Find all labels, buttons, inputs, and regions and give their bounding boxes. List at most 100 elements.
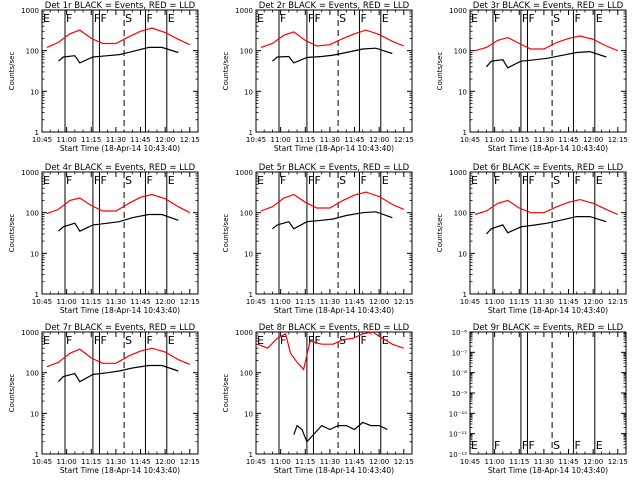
x-tick-label: 10:45 bbox=[246, 298, 266, 306]
x-tick-label: 11:45 bbox=[130, 298, 150, 306]
y-tick-label: 100 bbox=[454, 48, 467, 56]
marker-label-5: F bbox=[574, 12, 580, 25]
y-axis-label: Counts/sec bbox=[8, 52, 16, 91]
x-tick-label: 10:45 bbox=[32, 458, 52, 466]
y-tick-label: 10 bbox=[30, 88, 39, 96]
x-tick-label: 10:45 bbox=[460, 136, 480, 144]
y-axis-label: Counts/sec bbox=[222, 52, 230, 91]
marker-label-6: E bbox=[382, 12, 389, 25]
x-tick-label: 11:45 bbox=[130, 136, 150, 144]
marker-label-3: F bbox=[528, 12, 534, 25]
y-tick-label: 1000 bbox=[449, 169, 467, 177]
x-tick-label: 11:00 bbox=[271, 298, 291, 306]
y-tick-label: 1000 bbox=[235, 329, 253, 337]
y-tick-label: 100 bbox=[26, 48, 39, 56]
x-axis-label: Start Time (18-Apr-14 10:43:40) bbox=[488, 466, 608, 475]
marker-label-4: S bbox=[125, 334, 132, 347]
marker-label-1: F bbox=[66, 174, 72, 187]
marker-label-2: F bbox=[94, 334, 100, 347]
y-tick-label: 1000 bbox=[235, 7, 253, 15]
marker-label-2: F bbox=[522, 174, 528, 187]
marker-label-3: F bbox=[314, 174, 320, 187]
x-tick-label: 11:30 bbox=[320, 298, 340, 306]
y-tick-label: 10 bbox=[244, 250, 253, 258]
chart-panel-9r: Det 9r BLACK = Events, RED = LLD 10⁻¹² 10⁻… bbox=[449, 323, 628, 475]
marker-label-6: E bbox=[168, 12, 175, 25]
x-tick-label: 12:15 bbox=[394, 458, 414, 466]
x-tick-label: 11:45 bbox=[558, 136, 578, 144]
chart-panel-5r: Det 5r BLACK = Events, RED = LLD 1 10 100 10… bbox=[222, 163, 414, 315]
y-tick-label: 100 bbox=[240, 48, 253, 56]
y-tick-label: 10⁻⁶ bbox=[452, 329, 468, 337]
marker-label-1: F bbox=[280, 174, 286, 187]
x-tick-label: 11:00 bbox=[271, 136, 291, 144]
y-tick-label: 1000 bbox=[235, 169, 253, 177]
x-tick-label: 11:30 bbox=[534, 298, 554, 306]
x-tick-label: 11:15 bbox=[295, 136, 315, 144]
y-axis-label: Counts/sec bbox=[8, 214, 16, 253]
y-tick-label: 10 bbox=[30, 410, 39, 418]
x-tick-label: 12:15 bbox=[608, 298, 628, 306]
marker-label-0: E bbox=[257, 334, 264, 347]
chart-panel-4r: Det 4r BLACK = Events, RED = LLD 1 10 100 10… bbox=[8, 163, 200, 315]
x-tick-label: 12:15 bbox=[608, 136, 628, 144]
x-tick-label: 11:45 bbox=[558, 458, 578, 466]
chart-panel-2r: Det 2r BLACK = Events, RED = LLD 1 10 100 10… bbox=[222, 1, 414, 153]
x-tick-label: 11:30 bbox=[106, 298, 126, 306]
x-tick-label: 11:15 bbox=[509, 136, 529, 144]
chart-panel-6r: Det 6r BLACK = Events, RED = LLD 1 10 100 10… bbox=[436, 163, 628, 315]
y-tick-label: 1 bbox=[35, 129, 39, 137]
x-tick-label: 12:15 bbox=[608, 458, 628, 466]
marker-label-4: S bbox=[553, 12, 560, 25]
y-tick-label: 100 bbox=[240, 210, 253, 218]
y-tick-label: 10 bbox=[458, 250, 467, 258]
chart-title: Det 4r BLACK = Events, RED = LLD bbox=[45, 163, 196, 173]
y-tick-label: 100 bbox=[26, 210, 39, 218]
marker-label-1: F bbox=[494, 174, 500, 187]
x-axis-label: Start Time (18-Apr-14 10:43:40) bbox=[60, 144, 180, 153]
y-tick-label: 10⁻¹² bbox=[449, 451, 467, 459]
chart-title: Det 5r BLACK = Events, RED = LLD bbox=[259, 163, 410, 173]
lld-series-line bbox=[46, 193, 191, 215]
marker-label-0: E bbox=[257, 174, 264, 187]
y-tick-label: 1000 bbox=[21, 329, 39, 337]
x-tick-label: 10:45 bbox=[32, 136, 52, 144]
marker-label-4: S bbox=[339, 334, 346, 347]
marker-label-1: F bbox=[280, 334, 286, 347]
events-series-line bbox=[272, 47, 393, 64]
x-tick-label: 11:15 bbox=[81, 458, 101, 466]
x-tick-label: 11:00 bbox=[57, 458, 77, 466]
x-tick-label: 11:45 bbox=[344, 136, 364, 144]
y-tick-label: 1000 bbox=[449, 7, 467, 15]
events-series-line bbox=[485, 216, 607, 235]
chart-title: Det 7r BLACK = Events, RED = LLD bbox=[45, 323, 196, 333]
events-series-line bbox=[293, 421, 388, 443]
chart-title: Det 8r BLACK = Events, RED = LLD bbox=[259, 323, 410, 333]
x-tick-label: 12:00 bbox=[583, 458, 603, 466]
marker-label-5: F bbox=[360, 334, 366, 347]
x-axis-label: Start Time (18-Apr-14 10:43:40) bbox=[274, 144, 394, 153]
marker-label-2: F bbox=[308, 12, 314, 25]
x-tick-label: 10:45 bbox=[32, 298, 52, 306]
x-tick-label: 12:00 bbox=[369, 458, 389, 466]
x-tick-label: 12:15 bbox=[394, 136, 414, 144]
marker-label-4: S bbox=[553, 439, 560, 452]
marker-label-3: F bbox=[528, 174, 534, 187]
marker-label-6: E bbox=[596, 439, 603, 452]
marker-label-4: S bbox=[553, 174, 560, 187]
marker-label-3: F bbox=[100, 334, 106, 347]
x-tick-label: 11:30 bbox=[320, 458, 340, 466]
y-axis-label: Counts/sec bbox=[436, 52, 444, 91]
marker-label-5: F bbox=[146, 12, 152, 25]
x-tick-label: 11:15 bbox=[295, 298, 315, 306]
x-axis-label: Start Time (18-Apr-14 10:43:40) bbox=[60, 306, 180, 315]
x-tick-label: 10:45 bbox=[246, 136, 266, 144]
marker-label-5: F bbox=[146, 334, 152, 347]
events-series-line bbox=[57, 364, 179, 383]
y-tick-label: 10 bbox=[458, 88, 467, 96]
x-axis-label: Start Time (18-Apr-14 10:43:40) bbox=[488, 144, 608, 153]
marker-label-6: E bbox=[382, 174, 389, 187]
x-tick-label: 12:00 bbox=[155, 136, 175, 144]
x-tick-label: 11:00 bbox=[485, 458, 505, 466]
